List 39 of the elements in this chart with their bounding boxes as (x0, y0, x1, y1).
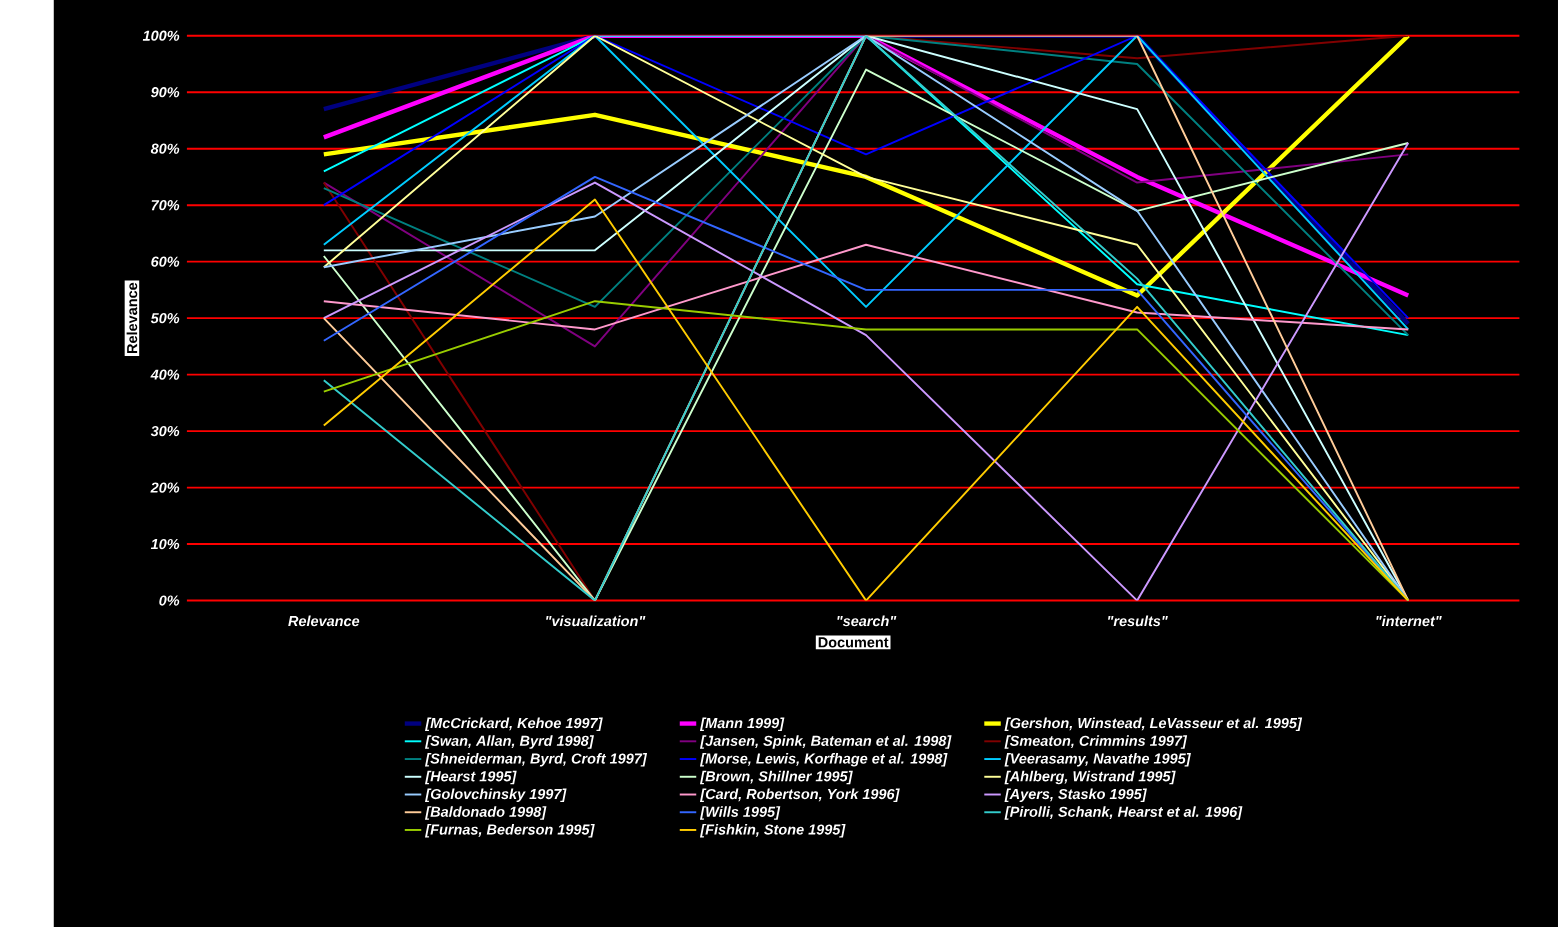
legend-label: [Gershon, Winstead, LeVasseur et al. 1995] (1004, 717, 1303, 732)
y-tick-label: 40% (150, 369, 180, 380)
x-tick-label: "search" (837, 615, 897, 627)
y-tick-label: 20% (150, 482, 180, 493)
y-tick-label: 0% (159, 595, 180, 606)
legend-label: [Card, Robertson, York 1996] (699, 788, 900, 803)
y-tick-label: 90% (150, 87, 180, 98)
legend-label: [Furnas, Bederson 1995] (424, 824, 595, 838)
y-tick-label: 30% (150, 426, 180, 437)
legend-label: [Wills 1995] (699, 806, 781, 820)
x-tick-label: "internet" (1376, 615, 1442, 627)
legend-label: [Pirolli, Schank, Hearst et al. 1996] (1004, 806, 1243, 820)
legend-label: [McCrickard, Kehoe 1997] (424, 717, 603, 732)
y-tick-label: 50% (150, 313, 180, 324)
legend-label: [Ayers, Stasko 1995] (1004, 788, 1147, 803)
legend-label: [Golovchinsky 1997] (424, 788, 567, 803)
legend-label: [Veerasamy, Navathe 1995] (1004, 753, 1191, 767)
legend-label: [Jansen, Spink, Bateman et al. 1998] (699, 735, 952, 749)
legend-label: [Baldonado 1998] (424, 806, 547, 820)
legend-label: [Mann 1999] (699, 717, 785, 732)
y-tick-label: 10% (150, 538, 180, 550)
y-tick-label: 100% (142, 30, 180, 41)
y-tick-label: 80% (150, 143, 180, 154)
x-tick-label: "results" (1108, 615, 1168, 627)
legend-label: [Hearst 1995] (424, 770, 517, 785)
line-series (322, 243, 1410, 331)
legend-label: [Shneiderman, Byrd, Croft 1997] (424, 753, 648, 767)
legend-label: [Ahlberg, Wistrand 1995] (1004, 770, 1176, 785)
x-axis-title: Document (818, 637, 889, 648)
legend-label: [Smeaton, Crimmins 1997] (1004, 735, 1188, 749)
x-tick-label: Relevance (288, 615, 360, 627)
y-axis-title: Relevance (126, 282, 138, 354)
legend-label: [Brown, Shillner 1995] (699, 770, 853, 785)
legend-label: [Swan, Allan, Byrd 1998] (424, 735, 594, 749)
y-tick-label: 60% (151, 256, 180, 267)
x-tick-label: "visualization" (546, 615, 646, 627)
legend-label: [Morse, Lewis, Korfhage et al. 1998] (699, 753, 948, 767)
y-tick-label: 70% (151, 200, 180, 211)
legend-label: [Fishkin, Stone 1995] (699, 824, 846, 838)
